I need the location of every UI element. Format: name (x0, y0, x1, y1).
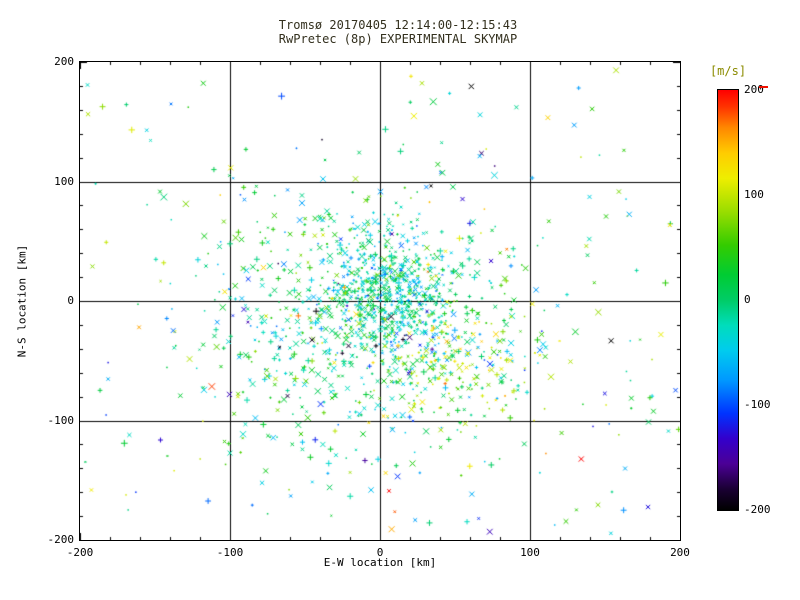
colorbar (717, 89, 739, 511)
colorbar-tick-label: -200 (744, 503, 771, 516)
x-tick-label: 0 (376, 546, 384, 559)
x-axis-title: E-W location [km] (323, 556, 437, 569)
x-tick-label: -200 (66, 546, 94, 559)
chart-subtitle: RwPretec (8p) EXPERIMENTAL SKYMAP (278, 32, 518, 46)
y-tick-label: 200 (54, 55, 74, 68)
colorbar-units-label: [m/s] (709, 64, 747, 78)
colorbar-tick-label: 200 (744, 83, 764, 96)
y-tick-label: 0 (67, 294, 74, 307)
chart-title: Tromsø 20170405 12:14:00-12:15:43 (278, 18, 518, 32)
x-tick-label: -100 (216, 546, 244, 559)
y-axis-title: N-S location [km] (15, 244, 29, 358)
skymap-plot-canvas (79, 61, 681, 541)
y-tick-label: -200 (47, 533, 75, 546)
x-tick-label: 100 (520, 546, 540, 559)
x-tick-label: 200 (670, 546, 690, 559)
colorbar-tick-label: 0 (744, 293, 751, 306)
colorbar-tick-label: -100 (744, 398, 771, 411)
y-tick-label: 100 (54, 174, 74, 188)
colorbar-max-marker (759, 86, 768, 88)
colorbar-tick-label: 100 (744, 188, 764, 201)
y-tick-label: -100 (47, 413, 75, 427)
